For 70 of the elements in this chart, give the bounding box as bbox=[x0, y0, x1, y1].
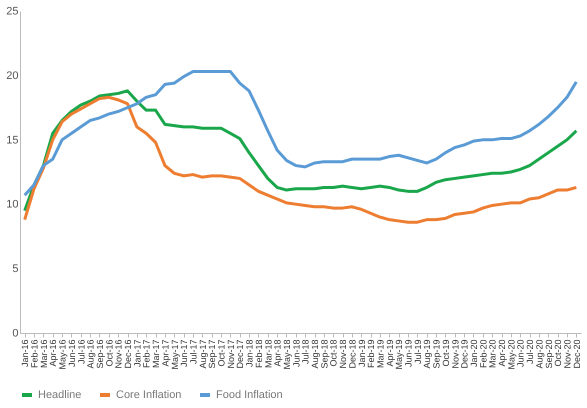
x-tick-label: Dec-20 bbox=[572, 340, 582, 369]
legend-label: Headline bbox=[38, 389, 82, 401]
x-tick-label: Dec-18 bbox=[347, 340, 358, 369]
x-tick-label: Aug-17 bbox=[198, 340, 208, 369]
x-tick-label: Nov-20 bbox=[562, 340, 572, 369]
x-tick-label: Feb-19 bbox=[366, 340, 376, 368]
x-tick-label: Jan-16 bbox=[20, 340, 30, 368]
x-tick-label: Jul-20 bbox=[525, 340, 536, 364]
x-tick-label: Oct-20 bbox=[553, 340, 564, 367]
x-tick-label: Dec-16 bbox=[123, 340, 134, 369]
x-tick-label: Jan-18 bbox=[244, 340, 255, 368]
x-tick-label: Nov-19 bbox=[450, 340, 460, 369]
x-tick-label: Jun-20 bbox=[516, 340, 526, 368]
y-tick-label: 0 bbox=[12, 328, 18, 340]
x-tick-label: Sep-18 bbox=[319, 340, 330, 369]
line-series bbox=[23, 70, 578, 197]
x-tick-label: Dec-19 bbox=[460, 340, 470, 369]
x-tick-label: Mar-20 bbox=[488, 340, 498, 368]
y-tick-label: 5 bbox=[12, 263, 18, 276]
x-tick-label: Nov-17 bbox=[226, 340, 236, 369]
y-tick-label: 15 bbox=[6, 134, 18, 146]
x-tick-label: Apr-20 bbox=[497, 340, 508, 367]
x-tick-label: May-17 bbox=[170, 340, 180, 370]
x-tick-label: Oct-16 bbox=[104, 340, 114, 367]
x-tick-label: May-16 bbox=[58, 340, 68, 370]
x-tick-label: Aug-19 bbox=[422, 340, 432, 369]
x-tick-label: Jan-20 bbox=[468, 340, 479, 368]
x-tick-label: Nov-18 bbox=[338, 340, 348, 369]
x-tick-label: Jul-18 bbox=[300, 340, 311, 364]
x-tick-label: Oct-17 bbox=[216, 340, 227, 367]
legend-label: Core Inflation bbox=[116, 389, 182, 401]
x-tick-label: Jun-17 bbox=[179, 340, 190, 368]
x-tick-label: Jan-19 bbox=[356, 340, 367, 368]
x-tick-label: Feb-20 bbox=[478, 340, 488, 368]
x-tick-label: Aug-20 bbox=[534, 340, 544, 369]
x-tick-label: Aug-18 bbox=[310, 340, 320, 369]
x-tick-label: May-18 bbox=[282, 340, 292, 370]
x-tick-label: Apr-16 bbox=[48, 340, 58, 367]
x-tick-label: May-20 bbox=[506, 340, 516, 370]
y-tick-label: 20 bbox=[6, 70, 18, 82]
x-tick-label: May-19 bbox=[394, 340, 404, 370]
x-tick-label: Apr-18 bbox=[272, 340, 283, 367]
legend-label: Food Inflation bbox=[216, 389, 283, 401]
x-tick-label: Feb-18 bbox=[254, 340, 264, 368]
x-tick-label: Jun-19 bbox=[404, 340, 414, 368]
x-tick-label: Feb-17 bbox=[142, 340, 152, 368]
y-tick-label: 10 bbox=[6, 198, 18, 211]
x-tick-label: Apr-17 bbox=[160, 340, 170, 367]
x-tick-label: Sep-16 bbox=[94, 340, 105, 369]
x-tick-label: Sep-19 bbox=[432, 340, 442, 369]
x-tick-label: Apr-19 bbox=[384, 340, 395, 367]
x-tick-label: Aug-16 bbox=[86, 340, 96, 369]
x-tick-label: Dec-17 bbox=[235, 340, 246, 369]
x-tick-label: Oct-18 bbox=[328, 340, 339, 367]
x-tick-label: Jul-16 bbox=[76, 340, 86, 364]
x-tick-label: Mar-18 bbox=[263, 340, 274, 368]
x-tick-label: Mar-17 bbox=[151, 340, 162, 368]
x-tick-label: Mar-16 bbox=[38, 340, 49, 368]
x-tick-label: Feb-16 bbox=[30, 340, 40, 368]
x-tick-label: Sep-20 bbox=[544, 340, 554, 369]
x-tick-label: Nov-16 bbox=[114, 340, 124, 369]
x-tick-label: Jan-17 bbox=[132, 340, 142, 368]
y-tick-label: 25 bbox=[6, 6, 18, 18]
x-tick-label: Jul-17 bbox=[188, 340, 198, 364]
x-tick-label: Oct-19 bbox=[440, 340, 451, 367]
x-tick-label: Jul-19 bbox=[412, 340, 423, 364]
x-tick-label: Jun-16 bbox=[66, 340, 77, 368]
x-tick-label: Sep-17 bbox=[207, 340, 218, 369]
x-tick-label: Mar-19 bbox=[375, 340, 386, 368]
x-tick-label: Jun-18 bbox=[291, 340, 302, 368]
